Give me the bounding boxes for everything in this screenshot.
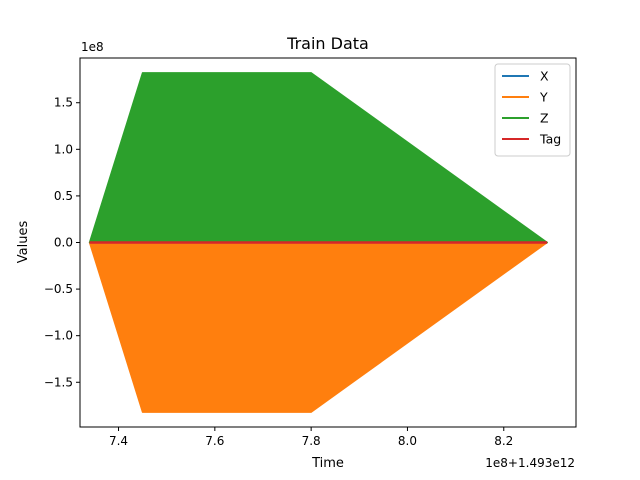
- y-axis: 1.5 1.0 0.5 0.0 −0.5 −1.0 −1.5: [44, 96, 80, 389]
- series-y: [88, 241, 548, 413]
- y-axis-label: Values: [16, 221, 31, 264]
- legend: XYZ Tag: [494, 63, 571, 157]
- legend-label-tag: Tag: [539, 132, 561, 147]
- legend-label-y: Y: [539, 90, 548, 105]
- chart-title: Train Data: [286, 34, 369, 53]
- x-axis: 7.4 7.6 7.8 8.0 8.2: [109, 427, 513, 448]
- x-axis-label: Time: [311, 456, 344, 471]
- y-tick-label: 1.0: [54, 142, 73, 156]
- y-offset-label: 1e8: [81, 40, 104, 54]
- x-tick-label: 7.8: [302, 434, 321, 448]
- y-tick-label: 1.5: [54, 96, 73, 110]
- y-tick-label: −1.0: [44, 329, 73, 343]
- x-tick-label: 8.2: [494, 434, 513, 448]
- legend-label-x: X: [540, 69, 549, 84]
- y-tick-label: 0.0: [54, 236, 73, 250]
- x-offset-label: 1e8+1.493e12: [485, 456, 575, 470]
- series-z: [88, 72, 548, 244]
- legend-box: [494, 63, 571, 157]
- x-tick-label: 7.4: [109, 434, 128, 448]
- y-tick-label: 0.5: [54, 189, 73, 203]
- legend-label-z: Z: [540, 111, 549, 126]
- x-tick-label: 7.6: [205, 434, 224, 448]
- x-tick-label: 8.0: [398, 434, 417, 448]
- y-tick-label: −0.5: [44, 282, 73, 296]
- y-tick-label: −1.5: [44, 375, 73, 389]
- plot-area: [88, 72, 548, 413]
